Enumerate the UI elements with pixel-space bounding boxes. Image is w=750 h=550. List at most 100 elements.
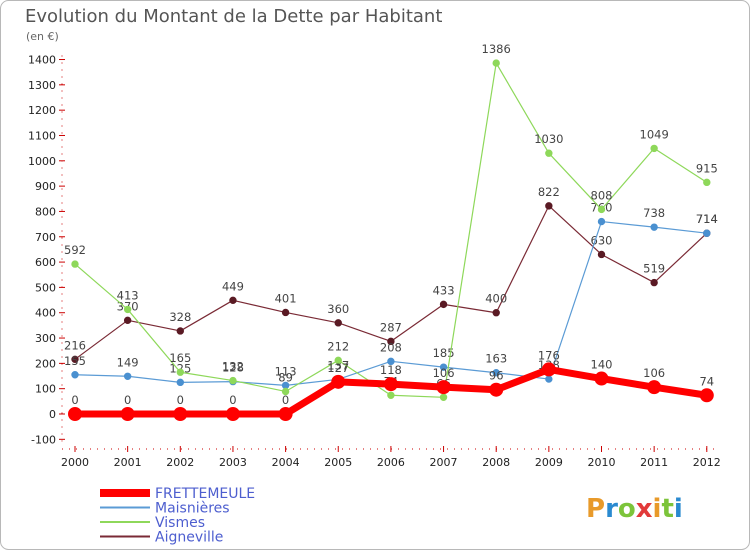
x-tick-label: 2011 (640, 456, 668, 469)
data-label: 118 (380, 363, 402, 377)
data-label: 1030 (534, 132, 563, 146)
data-label: 0 (124, 393, 131, 407)
data-label: 0 (177, 393, 184, 407)
x-tick-label: 2002 (166, 456, 194, 469)
data-point (439, 393, 448, 401)
chart-title: Evolution du Montant de la Dette par Hab… (25, 6, 442, 27)
data-label: 216 (64, 338, 86, 352)
data-point (71, 355, 79, 364)
data-label: 714 (696, 212, 718, 226)
x-tick-label: 2009 (535, 456, 563, 469)
legend-label: Maisnières (155, 501, 230, 517)
data-label: 714 (696, 212, 718, 226)
data-point (594, 371, 609, 386)
data-point (436, 380, 451, 395)
x-tick-label: 2008 (482, 456, 510, 469)
data-point (492, 59, 500, 67)
data-label: 137 (327, 358, 349, 372)
data-label: 400 (485, 292, 507, 306)
data-label: 106 (643, 366, 665, 380)
data-label: 519 (643, 262, 665, 276)
logo-text: Proxiti (586, 494, 683, 524)
data-point (387, 357, 395, 366)
logo-letter: o (618, 494, 636, 524)
legend-label: Vismes (155, 515, 205, 531)
series-vismes: 592413165132892127466138610308081049915 (64, 42, 718, 401)
data-point (71, 371, 79, 379)
data-label: 328 (169, 310, 191, 324)
data-point (281, 308, 290, 317)
y-tick-label: 400 (35, 307, 56, 320)
data-label: 0 (71, 393, 78, 407)
data-point (650, 278, 658, 287)
data-point (176, 368, 185, 376)
y-tick-label: 500 (35, 281, 56, 294)
y-tick-label: 1300 (28, 79, 56, 92)
data-point (647, 380, 662, 395)
data-point (383, 377, 398, 392)
data-point (597, 217, 606, 226)
data-point (123, 372, 132, 380)
data-point (597, 250, 606, 259)
x-tick-label: 2004 (272, 456, 300, 469)
x-tick-label: 2003 (219, 456, 247, 469)
data-point (331, 374, 346, 389)
y-tick-label: 800 (35, 205, 56, 218)
x-tick-label: 2006 (377, 456, 405, 469)
data-label: 738 (643, 206, 665, 220)
data-label: 132 (222, 360, 244, 374)
data-point (492, 369, 500, 377)
x-tick-label: 2005 (324, 456, 352, 469)
data-label: 433 (433, 283, 455, 297)
logo-letter: P (586, 494, 605, 524)
logo-letter: r (605, 494, 618, 524)
data-point (703, 178, 711, 187)
data-point (68, 407, 82, 421)
y-tick-label: 600 (35, 256, 56, 269)
data-label: 128 (222, 361, 244, 375)
y-tick-label: 200 (35, 357, 56, 370)
data-point (278, 407, 293, 421)
data-label: 0 (229, 393, 236, 407)
data-label: 208 (380, 340, 402, 354)
data-label: 212 (327, 339, 349, 353)
x-tick-label: 2000 (61, 456, 89, 469)
logo-letter: i (653, 494, 662, 524)
y-tick-label: 1000 (28, 155, 56, 168)
legend-item-frettemeule: FRETTEMEULE (100, 486, 255, 502)
data-label: 822 (538, 185, 560, 199)
axes: -100010020030040050060070080090010001100… (28, 54, 721, 469)
legend-label: Aigneville (155, 530, 223, 546)
proxiti-logo: Proxiti (586, 494, 683, 524)
logo-letter: x (636, 494, 653, 524)
y-tick-label: 1200 (28, 104, 56, 117)
data-point (545, 375, 553, 383)
data-label: 808 (591, 188, 613, 202)
data-label: 0 (282, 393, 289, 407)
data-label: 915 (696, 161, 718, 175)
y-tick-label: 1400 (28, 54, 56, 67)
legend-item-vismes: Vismes (100, 515, 205, 531)
data-label: 449 (222, 279, 244, 293)
legend-label: FRETTEMEULE (155, 486, 255, 502)
data-label: 140 (591, 358, 613, 372)
data-point (71, 260, 79, 268)
data-label: 149 (117, 355, 139, 369)
logo-letter: t (661, 494, 673, 524)
x-tick-label: 2001 (114, 456, 142, 469)
data-point (225, 407, 240, 421)
data-point (229, 296, 237, 305)
data-point (281, 387, 290, 396)
y-tick-label: 0 (49, 408, 56, 421)
data-label: 89 (278, 370, 293, 384)
data-label: 287 (380, 320, 402, 334)
series-frettemeule: 0 0 0 0 0 127 118 106 96 176 140 106 74 (68, 348, 714, 421)
data-point (229, 376, 237, 385)
data-label: 401 (275, 291, 297, 305)
data-label: 155 (64, 354, 86, 368)
data-point (492, 309, 500, 317)
data-point (439, 363, 448, 371)
y-tick-label: -100 (31, 433, 56, 446)
